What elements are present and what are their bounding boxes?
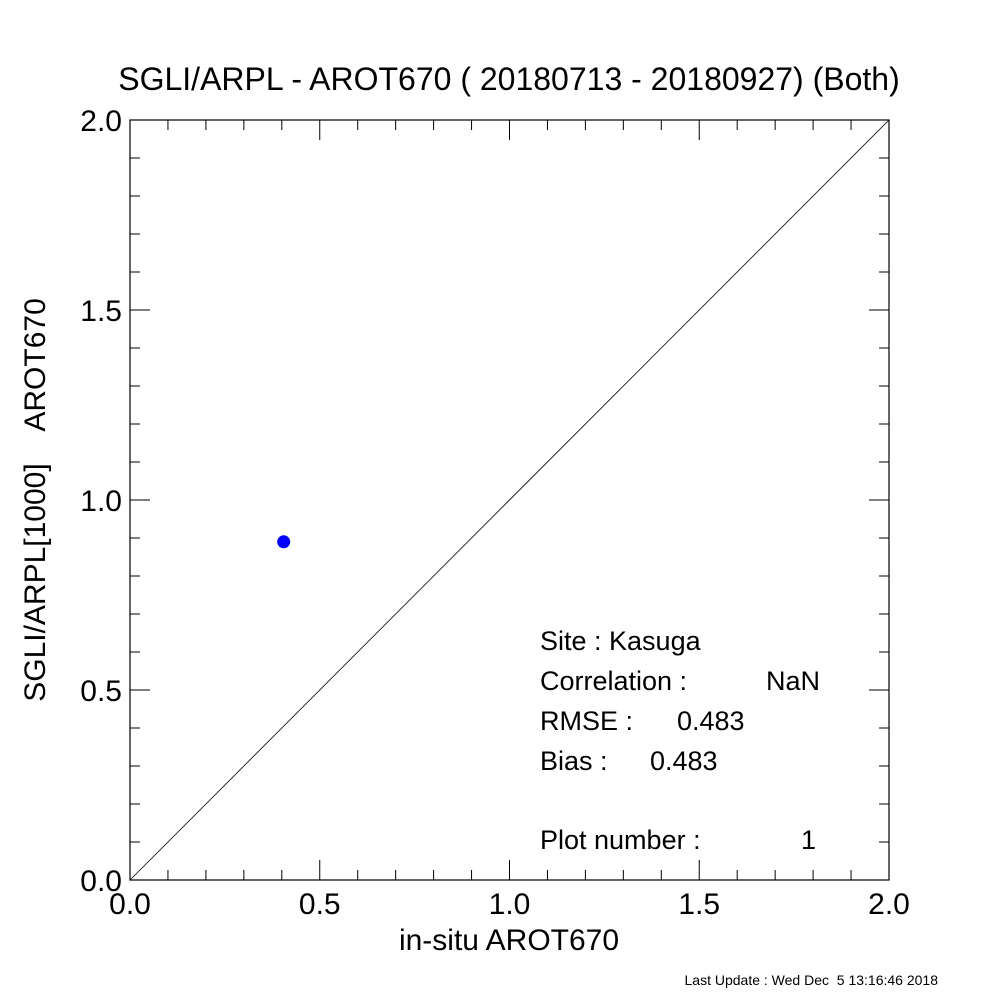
correlation-value: NaN <box>766 666 820 696</box>
x-tick-label: 0.5 <box>299 888 341 921</box>
reference-line <box>129 119 890 881</box>
rmse-value: 0.483 <box>677 706 745 736</box>
axis-tick-labels: 0.0 0.5 1.0 1.5 2.0 0.0 0.5 1.0 1.5 2.0 <box>80 105 910 921</box>
x-tick-label: 1.5 <box>678 888 720 921</box>
plot-number-label: Plot number : <box>540 825 701 855</box>
x-tick-label: 0.0 <box>109 888 151 921</box>
y-tick-label: 0.0 <box>80 865 122 898</box>
y-tick-label: 1.5 <box>80 295 122 328</box>
data-points <box>277 535 291 549</box>
one-to-one-line <box>129 119 890 881</box>
x-tick-label: 1.0 <box>489 888 531 921</box>
rmse-label: RMSE : <box>540 706 633 736</box>
last-update-text: Last Update : Wed Dec 5 13:16:46 2018 <box>685 972 939 988</box>
x-tick-label: 2.0 <box>868 888 910 921</box>
correlation-label: Correlation : <box>540 666 687 696</box>
y-tick-label: 2.0 <box>80 105 122 138</box>
chart-title: SGLI/ARPL - AROT670 ( 20180713 - 2018092… <box>118 61 899 97</box>
data-point <box>277 535 291 549</box>
stats-annotation: Site : Kasuga Correlation : NaN RMSE : 0… <box>540 626 820 855</box>
bias-label: Bias : <box>540 746 608 776</box>
y-tick-label: 0.5 <box>80 675 122 708</box>
x-axis-label: in-situ AROT670 <box>399 924 619 957</box>
site-label: Site : Kasuga <box>540 626 702 656</box>
y-axis-label: SGLI/ARPL[1000] AROT670 <box>19 298 52 702</box>
plot-number-value: 1 <box>801 825 816 855</box>
y-tick-label: 1.0 <box>80 485 122 518</box>
axis-ticks <box>129 119 890 881</box>
bias-value: 0.483 <box>650 746 718 776</box>
